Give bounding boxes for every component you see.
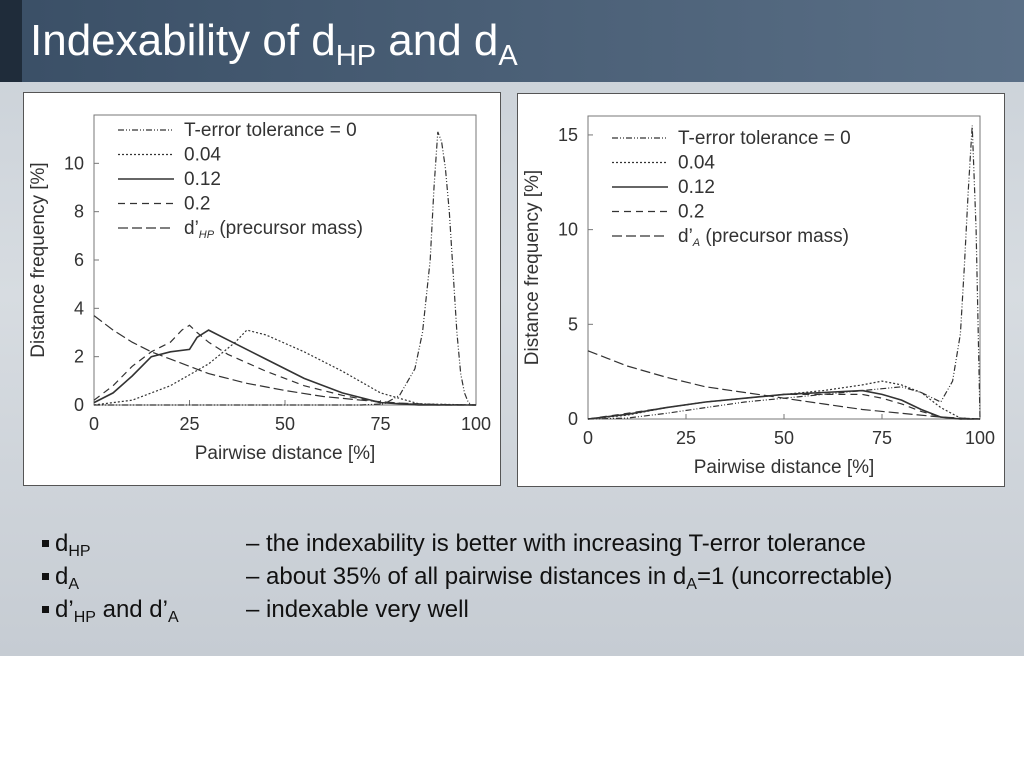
title-banner (0, 0, 1024, 82)
bullet-label-sub2: A (167, 609, 179, 626)
bullet-label-text: d’ (55, 596, 74, 623)
chart-da: 0 25 50 75 100 0 5 10 15 Pairwise distance [%] Dis… (522, 115, 995, 478)
y-tick-label: 10 (558, 220, 578, 240)
x-tick-label: 25 (676, 428, 696, 448)
bullet-description: – indexable very well (246, 596, 469, 623)
legend-label: d’HP (precursor mass) (184, 218, 363, 241)
slide-title: Indexability of dHP and dA (30, 14, 518, 71)
title-subscript-hp: HP (335, 40, 377, 72)
series-line (587, 380, 981, 420)
plot-frame (587, 115, 981, 420)
bullet-label-text: d (55, 563, 69, 590)
x-tick-label: 0 (89, 414, 99, 434)
title-text-and: and d (376, 16, 499, 65)
series-line (587, 350, 981, 420)
legend-label: T-error tolerance = 0 (678, 128, 851, 149)
x-tick-label: 100 (461, 414, 491, 434)
slide-background: Indexability of dHP and dA 0 25 50 75 100 0 2 4… (0, 0, 1024, 656)
y-tick-label: 4 (74, 298, 84, 318)
plot-frame (93, 114, 477, 406)
bullet-description: – the indexability is better with increa… (246, 530, 866, 557)
legend-label: 0.04 (184, 145, 221, 166)
legend-label: 0.04 (678, 153, 715, 174)
x-tick-label: 25 (179, 414, 199, 434)
legend-label: 0.2 (184, 194, 210, 215)
bullet-label-sub: HP (68, 543, 91, 560)
chart-panel-dhp: 0 25 50 75 100 0 2 4 6 8 10 Pairwise distance [%] Di… (23, 92, 501, 486)
legend-label: 0.12 (678, 177, 715, 198)
series-line (94, 131, 476, 406)
series-line (93, 324, 476, 406)
y-tick-label: 6 (74, 250, 84, 270)
y-axis-label: Distance frequency [%] (28, 162, 49, 357)
bullet-square-icon (42, 573, 49, 580)
y-axis-label: Distance frequency [%] (522, 170, 543, 365)
bullet-label-rest: and d’ (95, 596, 168, 623)
chart-dhp: 0 25 50 75 100 0 2 4 6 8 10 Pairwise distance [%] Di… (28, 114, 491, 464)
y-tick-label: 2 (74, 347, 84, 367)
x-tick-label: 75 (872, 428, 892, 448)
title-subscript-a: A (498, 40, 518, 72)
bullet-label: dHP (42, 527, 91, 560)
bullet-label-sub: A (68, 576, 80, 593)
bullet-label-text: d (55, 530, 69, 557)
x-axis-label: Pairwise distance [%] (195, 443, 376, 464)
y-tick-label: 5 (568, 314, 578, 334)
series-line (587, 125, 981, 420)
bullet-label: dA (42, 560, 79, 593)
y-tick-label: 10 (64, 153, 84, 173)
y-tick-label: 0 (568, 409, 578, 429)
series-line (93, 315, 477, 406)
x-tick-label: 0 (583, 428, 593, 448)
legend-label: d’A (precursor mass) (678, 226, 849, 249)
series-line (587, 393, 980, 420)
series-line (93, 329, 477, 406)
legend-label: T-error tolerance = 0 (184, 120, 357, 141)
series-line (93, 329, 476, 406)
legend-label: 0.2 (678, 202, 704, 223)
y-tick-label: 8 (74, 202, 84, 222)
bullet-square-icon (42, 540, 49, 547)
x-tick-label: 100 (965, 428, 995, 448)
bullet-label-sub: HP (73, 609, 96, 626)
bullet-desc-sub: A (686, 576, 697, 593)
x-axis-label: Pairwise distance [%] (694, 457, 875, 478)
bullet-desc-rest: =1 (uncorrectable) (696, 563, 893, 590)
banner-accent (0, 0, 22, 82)
y-tick-label: 15 (558, 125, 578, 145)
x-tick-label: 50 (774, 428, 794, 448)
x-tick-label: 75 (370, 414, 390, 434)
x-tick-label: 50 (275, 414, 295, 434)
title-text: Indexability of d (30, 16, 336, 65)
bullet-label: d’HP and d’A (42, 593, 179, 626)
bullet-square-icon (42, 606, 49, 613)
y-tick-label: 0 (74, 395, 84, 415)
bullet-desc-text: – about 35% of all pairwise distances in… (246, 563, 687, 590)
chart-panel-da: 0 25 50 75 100 0 5 10 15 Pairwise distance [%] Dis… (517, 93, 1005, 487)
bullet-description: – about 35% of all pairwise distances in… (246, 560, 892, 593)
legend-label: 0.12 (184, 169, 221, 190)
